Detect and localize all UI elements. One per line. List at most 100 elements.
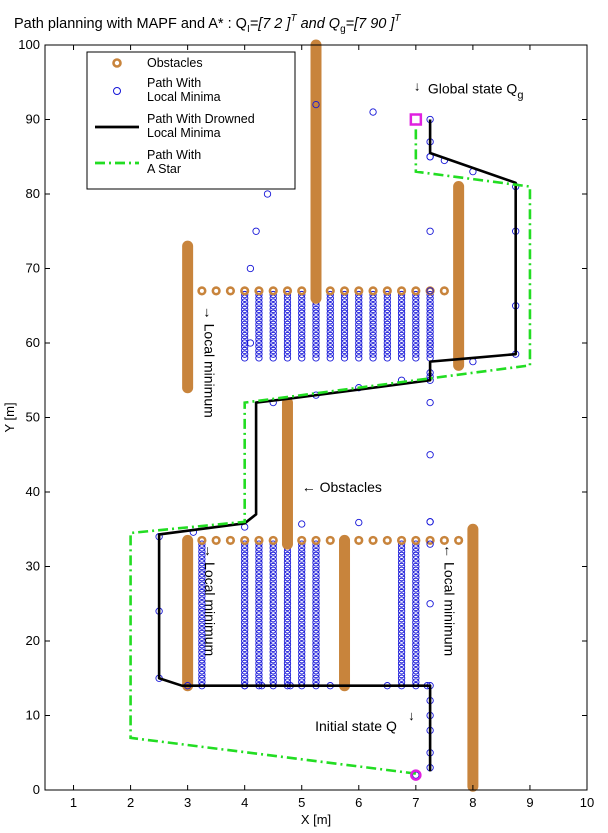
local-minima-marker xyxy=(269,302,277,310)
local-minima-marker xyxy=(312,551,320,559)
local-minima-marker xyxy=(326,343,334,351)
local-minima-marker xyxy=(269,354,277,362)
local-minima-marker xyxy=(198,622,206,630)
obstacle-circle xyxy=(382,286,392,296)
path-local-minima-point xyxy=(426,339,434,347)
local-minima-marker xyxy=(283,339,292,347)
local-minima-marker xyxy=(269,644,277,653)
local-minima-marker xyxy=(298,663,306,671)
local-minima-marker xyxy=(283,674,292,682)
title-qg: Q xyxy=(329,16,340,32)
local-minima-marker xyxy=(269,648,277,656)
obstacle-circle xyxy=(354,286,364,296)
local-minima-marker xyxy=(283,641,292,649)
local-minima-marker xyxy=(283,622,292,630)
start-marker xyxy=(410,769,422,781)
local-minima-marker xyxy=(397,343,406,351)
local-minima-marker xyxy=(312,350,320,358)
local-minima-marker xyxy=(283,324,292,332)
local-minima-marker xyxy=(198,674,206,682)
local-minima-marker xyxy=(412,566,420,574)
local-minima-marker xyxy=(369,350,377,358)
local-minima-marker xyxy=(369,324,377,332)
path-local-minima-point xyxy=(412,771,420,779)
local-minima-marker xyxy=(397,596,406,604)
legend-label: Obstacles xyxy=(147,56,203,70)
local-minima-marker xyxy=(426,309,434,317)
y-tick-label: 60 xyxy=(26,335,40,350)
local-minima-marker xyxy=(241,637,249,645)
local-minima-marker xyxy=(412,335,420,343)
y-tick-label: 80 xyxy=(26,186,40,201)
local-minima-marker xyxy=(412,670,420,679)
local-minima-marker xyxy=(198,577,206,586)
local-minima-marker xyxy=(255,626,263,634)
local-minima-marker xyxy=(269,577,277,586)
local-minima-marker xyxy=(241,566,249,574)
local-minima-marker xyxy=(312,603,320,612)
local-minima-marker xyxy=(198,667,206,675)
local-minima-marker xyxy=(269,655,277,664)
local-minima-marker xyxy=(312,331,320,340)
local-minima-marker xyxy=(340,339,349,347)
local-minima-marker xyxy=(355,302,363,310)
local-minima-marker xyxy=(355,331,363,340)
local-minima-marker xyxy=(326,335,334,343)
legend-circle-marker xyxy=(113,87,121,95)
local-minima-marker xyxy=(269,615,277,623)
local-minima-marker xyxy=(312,581,320,589)
local-minima-marker xyxy=(255,309,263,317)
local-minima-marker xyxy=(298,641,306,649)
obstacle-circle xyxy=(411,286,421,296)
title-and: and xyxy=(297,16,329,32)
y-tick-label: 10 xyxy=(26,708,40,723)
local-minima-marker xyxy=(255,600,263,608)
local-minima-marker xyxy=(312,674,320,682)
local-minima-marker xyxy=(312,346,320,355)
local-minima-marker xyxy=(412,313,420,321)
local-minima-marker xyxy=(312,562,320,571)
local-minima-marker xyxy=(241,354,249,362)
legend-label: Path With Drowned xyxy=(147,112,255,126)
local-minima-marker xyxy=(269,626,277,634)
local-minima-marker xyxy=(283,302,292,310)
local-minima-marker xyxy=(241,581,249,589)
local-minima-marker xyxy=(426,313,434,321)
local-minima-marker xyxy=(255,622,263,630)
local-minima-marker xyxy=(241,667,249,675)
local-minima-marker xyxy=(255,570,263,578)
local-minima-marker xyxy=(298,574,306,582)
local-minima-marker xyxy=(412,324,420,332)
local-minima-marker xyxy=(412,652,420,660)
local-minima-marker xyxy=(269,585,277,593)
local-minima-marker xyxy=(397,648,406,656)
local-minima-marker xyxy=(283,309,292,317)
local-minima-marker xyxy=(412,633,420,641)
local-minima-marker xyxy=(269,629,277,638)
local-minima-marker xyxy=(298,555,306,563)
local-minima-marker xyxy=(412,559,420,567)
local-minima-marker xyxy=(340,320,349,329)
local-minima-marker xyxy=(298,305,306,314)
obstacle-circle xyxy=(368,286,378,296)
obstacle-circle xyxy=(411,535,421,546)
local-minima-marker xyxy=(269,596,277,604)
x-tick-label: 1 xyxy=(70,795,77,810)
local-minima-marker xyxy=(397,566,406,574)
local-minima-marker xyxy=(355,290,363,299)
local-minima-marker xyxy=(255,644,263,653)
local-minima-marker xyxy=(269,618,277,627)
local-minima-marker xyxy=(397,346,406,355)
local-minima-marker xyxy=(283,611,292,619)
local-minima-marker xyxy=(397,331,406,340)
local-minima-marker xyxy=(255,298,263,306)
local-minima-marker xyxy=(397,570,406,578)
local-minima-marker xyxy=(340,343,349,351)
local-minima-marker xyxy=(198,566,206,574)
local-minima-marker xyxy=(355,309,363,317)
local-minima-marker xyxy=(255,331,263,340)
local-minima-marker xyxy=(397,592,406,600)
local-minima-marker xyxy=(269,663,277,671)
local-minima-marker xyxy=(255,540,263,548)
local-minima-marker xyxy=(198,670,206,679)
